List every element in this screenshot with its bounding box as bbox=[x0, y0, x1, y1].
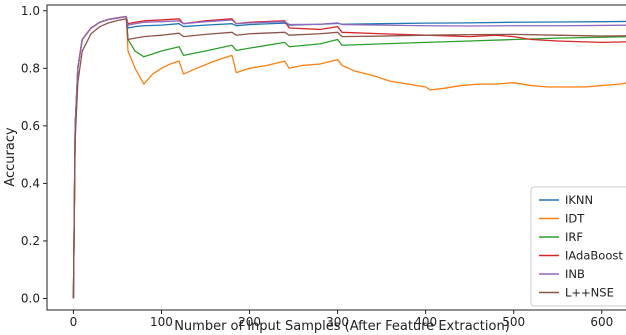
legend-label: IDT bbox=[565, 212, 585, 226]
y-axis-ticks: 0.0 0.2 0.4 0.6 0.8 1.0 bbox=[21, 4, 47, 305]
y-tick-label: 1.0 bbox=[21, 4, 40, 18]
legend-label: L++NSE bbox=[565, 286, 614, 300]
y-tick-label: 0.0 bbox=[21, 291, 40, 305]
x-tick-label: 100 bbox=[150, 315, 173, 329]
series-line-4 bbox=[72, 15, 626, 299]
x-axis-label: Number of Input Samples (After Feature E… bbox=[174, 319, 510, 334]
x-tick-label: 600 bbox=[590, 315, 613, 329]
x-tick-label: 300 bbox=[326, 315, 349, 329]
legend-label: IKNN bbox=[565, 193, 593, 207]
legend-label: INB bbox=[565, 267, 585, 281]
series-layer bbox=[72, 15, 626, 299]
legend-label: IAdaBoost bbox=[565, 249, 623, 263]
y-tick-label: 0.6 bbox=[21, 119, 40, 133]
legend-box bbox=[530, 186, 626, 307]
y-axis-label: Accuracy bbox=[3, 127, 18, 187]
y-tick-label: 0.2 bbox=[21, 234, 40, 248]
x-tick-label: 0 bbox=[70, 315, 78, 329]
plot-frame bbox=[46, 4, 626, 311]
series-line-5 bbox=[72, 18, 626, 299]
x-tick-label: 400 bbox=[414, 315, 437, 329]
x-axis-ticks: 0 100 200 300 400 500 600 bbox=[70, 310, 613, 329]
y-tick-label: 0.8 bbox=[21, 61, 40, 75]
legend-label: IRF bbox=[565, 230, 583, 244]
legend: IKNN IDT IRF IAdaBoost INB L++NSE bbox=[530, 186, 626, 307]
x-tick-label: 500 bbox=[502, 315, 525, 329]
y-tick-label: 0.4 bbox=[21, 176, 40, 190]
x-tick-label: 200 bbox=[238, 315, 261, 329]
